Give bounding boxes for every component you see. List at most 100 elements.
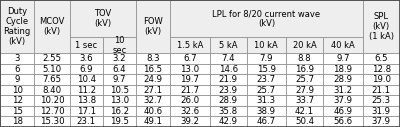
- Text: 37.9: 37.9: [333, 96, 352, 105]
- Bar: [70, 53, 103, 64]
- Bar: [103, 95, 136, 106]
- Bar: [136, 116, 170, 127]
- Text: 7.65: 7.65: [42, 75, 62, 84]
- Text: 12.70: 12.70: [40, 107, 64, 116]
- Bar: [34, 106, 70, 116]
- Text: 23.1: 23.1: [77, 117, 96, 126]
- Text: 10 kA: 10 kA: [254, 41, 278, 50]
- Text: 42.9: 42.9: [219, 117, 238, 126]
- Text: 1 sec: 1 sec: [75, 41, 97, 50]
- Bar: [103, 74, 136, 85]
- Text: 3: 3: [14, 54, 20, 63]
- Bar: [70, 0, 136, 37]
- Bar: [362, 53, 400, 64]
- Text: 5 kA: 5 kA: [219, 41, 237, 50]
- Bar: [70, 106, 103, 116]
- Bar: [136, 74, 170, 85]
- Text: 21.1: 21.1: [372, 86, 391, 95]
- Bar: [286, 116, 323, 127]
- Text: 17.1: 17.1: [77, 107, 96, 116]
- Bar: [136, 106, 170, 116]
- Text: 24.9: 24.9: [144, 75, 162, 84]
- Text: 33.7: 33.7: [295, 96, 314, 105]
- Text: 46.9: 46.9: [333, 107, 352, 116]
- Text: 25.3: 25.3: [372, 96, 391, 105]
- Bar: [246, 106, 286, 116]
- Bar: [323, 64, 362, 74]
- Text: 11.2: 11.2: [77, 86, 96, 95]
- Text: 8.3: 8.3: [146, 54, 160, 63]
- Text: 1.5 kA: 1.5 kA: [177, 41, 203, 50]
- Text: 31.2: 31.2: [333, 86, 352, 95]
- Text: 23.7: 23.7: [257, 75, 276, 84]
- Bar: [34, 64, 70, 74]
- Bar: [323, 116, 362, 127]
- Bar: [34, 74, 70, 85]
- Text: 10: 10: [12, 86, 23, 95]
- Bar: [323, 53, 362, 64]
- Bar: [210, 74, 246, 85]
- Text: 50.4: 50.4: [295, 117, 314, 126]
- Text: 42.1: 42.1: [295, 107, 314, 116]
- Text: 37.9: 37.9: [372, 117, 391, 126]
- Text: 9.7: 9.7: [336, 54, 350, 63]
- Bar: [0, 0, 34, 53]
- Bar: [0, 74, 34, 85]
- Bar: [362, 95, 400, 106]
- Bar: [286, 95, 323, 106]
- Bar: [170, 53, 210, 64]
- Bar: [286, 53, 323, 64]
- Bar: [70, 74, 103, 85]
- Text: 32.6: 32.6: [180, 107, 200, 116]
- Bar: [323, 106, 362, 116]
- Text: FOW
(kV): FOW (kV): [143, 17, 163, 36]
- Bar: [286, 64, 323, 74]
- Text: 39.2: 39.2: [180, 117, 199, 126]
- Text: 19.5: 19.5: [110, 117, 129, 126]
- Text: 20 kA: 20 kA: [293, 41, 316, 50]
- Bar: [136, 85, 170, 95]
- Text: 7.4: 7.4: [221, 54, 235, 63]
- Bar: [246, 53, 286, 64]
- Bar: [70, 85, 103, 95]
- Text: 18: 18: [12, 117, 23, 126]
- Bar: [362, 106, 400, 116]
- Text: 3.6: 3.6: [80, 54, 93, 63]
- Text: 12: 12: [12, 96, 23, 105]
- Text: 38.9: 38.9: [257, 107, 276, 116]
- Text: 46.7: 46.7: [257, 117, 276, 126]
- Text: 56.6: 56.6: [333, 117, 352, 126]
- Bar: [70, 116, 103, 127]
- Text: 12.8: 12.8: [372, 65, 391, 74]
- Text: 31.3: 31.3: [257, 96, 276, 105]
- Text: 49.1: 49.1: [144, 117, 162, 126]
- Bar: [34, 0, 70, 53]
- Text: 25.7: 25.7: [295, 75, 314, 84]
- Text: 9: 9: [14, 75, 20, 84]
- Text: 10.4: 10.4: [77, 75, 96, 84]
- Bar: [70, 37, 103, 53]
- Text: 10.20: 10.20: [40, 96, 64, 105]
- Bar: [136, 53, 170, 64]
- Bar: [246, 64, 286, 74]
- Text: MCOV
(kV): MCOV (kV): [40, 17, 65, 36]
- Bar: [0, 85, 34, 95]
- Text: 23.9: 23.9: [219, 86, 238, 95]
- Text: 9.7: 9.7: [112, 75, 126, 84]
- Text: TOV
(kV): TOV (kV): [94, 9, 112, 28]
- Text: 6.9: 6.9: [80, 65, 93, 74]
- Bar: [170, 74, 210, 85]
- Text: 32.7: 32.7: [143, 96, 162, 105]
- Bar: [362, 116, 400, 127]
- Text: 8.40: 8.40: [42, 86, 62, 95]
- Text: 16.9: 16.9: [295, 65, 314, 74]
- Bar: [170, 85, 210, 95]
- Bar: [70, 64, 103, 74]
- Text: 28.9: 28.9: [219, 96, 238, 105]
- Bar: [0, 106, 34, 116]
- Bar: [246, 116, 286, 127]
- Text: 13.8: 13.8: [77, 96, 96, 105]
- Bar: [210, 106, 246, 116]
- Text: 27.9: 27.9: [295, 86, 314, 95]
- Bar: [34, 53, 70, 64]
